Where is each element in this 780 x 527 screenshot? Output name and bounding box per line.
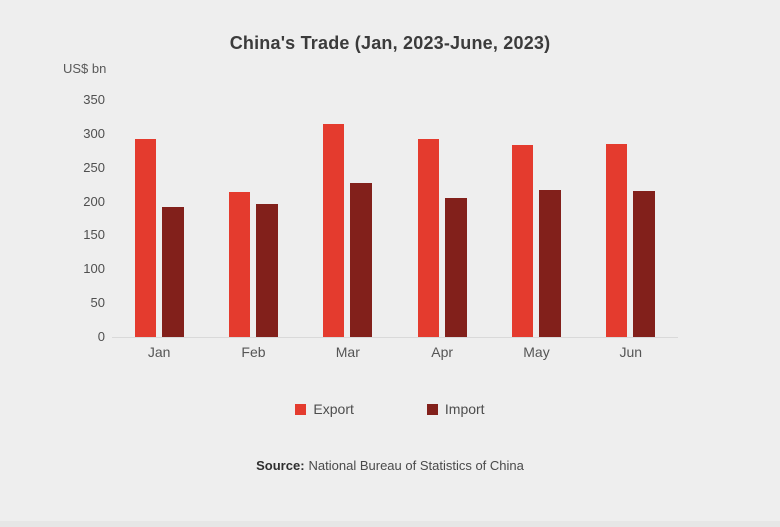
- plot-area: [112, 100, 678, 338]
- x-axis-label-may: May: [523, 344, 550, 360]
- x-axis: Jan Feb Mar Apr May Jun: [112, 344, 678, 360]
- bar-group-mar: [301, 100, 395, 337]
- legend: Export Import: [0, 401, 780, 417]
- legend-label-export: Export: [313, 401, 354, 417]
- x-axis-label-jun: Jun: [619, 344, 643, 360]
- export-bar-apr: [417, 139, 439, 337]
- legend-item-export: Export: [295, 401, 354, 417]
- legend-swatch-import: [426, 403, 438, 415]
- export-bar-mar: [323, 123, 345, 337]
- bar-group-jan: [112, 100, 206, 337]
- x-axis-label-jan: Jan: [147, 344, 171, 360]
- chart-title: China's Trade (Jan, 2023-June, 2023): [229, 33, 551, 53]
- y-axis-unit-label: US$ bn: [63, 61, 107, 76]
- import-bar-mar: [350, 183, 373, 337]
- export-bar-may: [511, 144, 533, 337]
- bar-group-jun: [584, 100, 678, 337]
- source-label: Source:: [256, 458, 305, 473]
- y-axis: 0 50 100 150 200 250 300 350: [0, 92, 105, 344]
- bottom-edge-strip: [0, 521, 780, 527]
- legend-item-import: Import: [426, 401, 485, 417]
- y-axis-tick-label: 150: [83, 227, 105, 243]
- bar-groups: [112, 100, 678, 337]
- legend-swatch-export: [295, 403, 307, 415]
- y-axis-tick-label: 350: [83, 92, 105, 107]
- import-bar-jun: [633, 191, 656, 337]
- legend-label-import: Import: [444, 401, 485, 417]
- import-bar-feb: [255, 203, 278, 337]
- import-bar-may: [538, 190, 561, 337]
- export-bar-jan: [134, 139, 156, 337]
- x-axis-label-apr: Apr: [431, 344, 454, 360]
- x-axis-label-mar: Mar: [335, 344, 360, 360]
- source-text: National Bureau of Statistics of China: [308, 458, 524, 473]
- y-axis-tick-label: 250: [83, 159, 105, 175]
- y-axis-tick-label: 200: [83, 193, 105, 209]
- y-axis-tick-label: 0: [97, 329, 105, 344]
- export-bar-feb: [228, 192, 250, 337]
- source-line: Source: National Bureau of Statistics of …: [0, 458, 780, 473]
- y-axis-tick-label: 100: [83, 261, 105, 277]
- import-bar-apr: [444, 198, 467, 337]
- y-axis-tick-label: 300: [83, 125, 105, 141]
- export-bar-jun: [606, 144, 628, 337]
- bar-group-feb: [206, 100, 300, 337]
- x-axis-label-feb: Feb: [241, 344, 266, 360]
- import-bar-jan: [161, 207, 184, 337]
- bar-group-apr: [395, 100, 489, 337]
- bar-group-may: [489, 100, 583, 337]
- y-axis-tick-label: 50: [90, 295, 105, 311]
